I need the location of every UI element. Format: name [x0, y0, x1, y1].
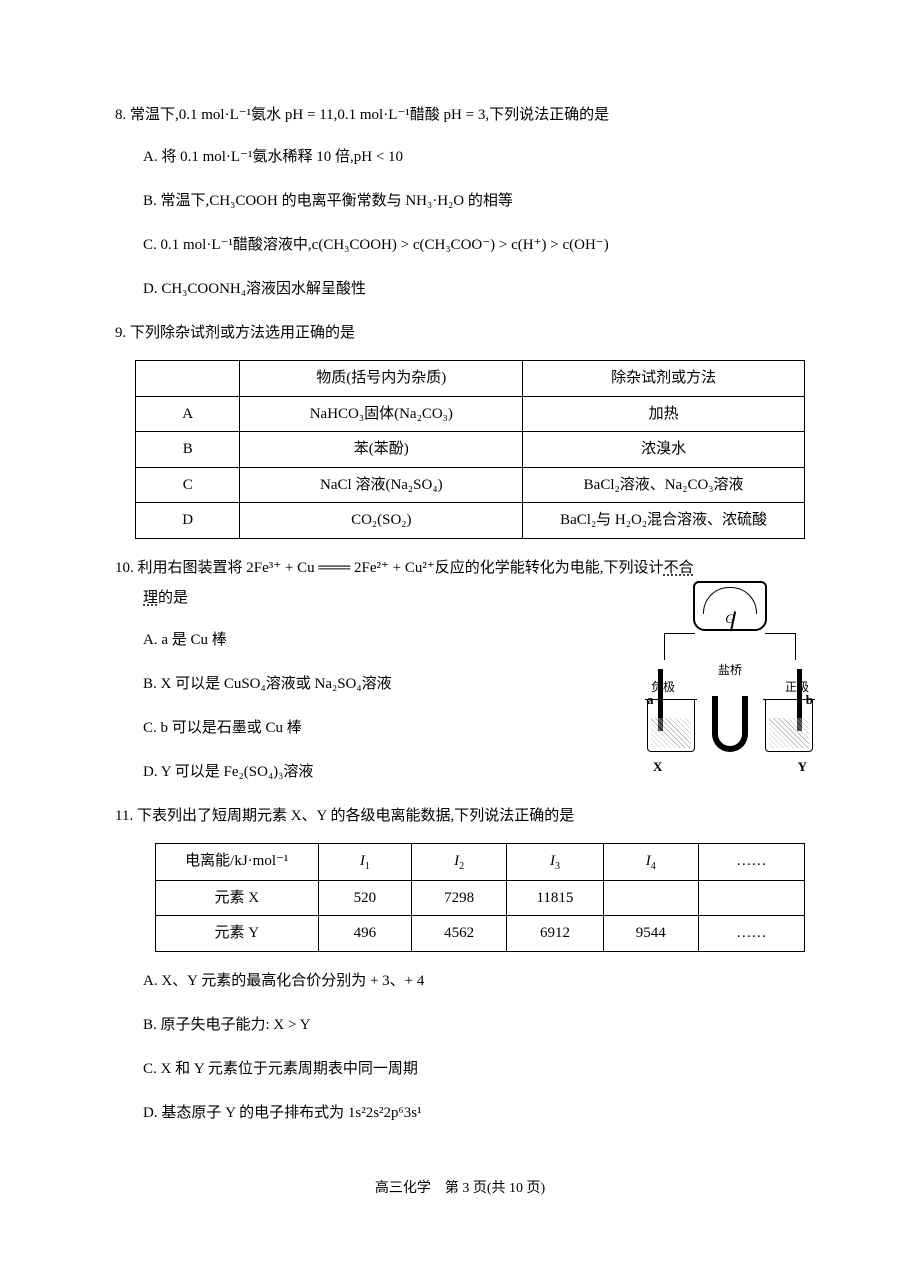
table-row: CNaCl 溶液(Na₂SO₄)BaCl₂溶液、Na₂CO₃溶液 [136, 467, 805, 503]
question-10: 10. 利用右图装置将 2Fe³⁺ + Cu ═══ 2Fe²⁺ + Cu²⁺反… [115, 553, 805, 787]
q8-option-d: D. CH₃COONH₄溶液因水解呈酸性 [143, 274, 805, 304]
table-row: DCO₂(SO₂)BaCl₂与 H₂O₂混合溶液、浓硫酸 [136, 503, 805, 539]
q10-stem-dotted-1: 不合 [664, 560, 694, 576]
q8-option-c: C. 0.1 mol·L⁻¹醋酸溶液中,c(CH₃COOH) > c(CH₃CO… [143, 230, 805, 260]
q10-stem-dotted-2: 理 [143, 590, 158, 606]
q11-stem: 11. 下表列出了短周期元素 X、Y 的各级电离能数据,下列说法正确的是 [115, 801, 805, 831]
beaker-left [647, 699, 695, 752]
question-8: 8. 常温下,0.1 mol·L⁻¹氨水 pH = 11,0.1 mol·L⁻¹… [115, 100, 805, 304]
table-header: I2 [412, 843, 507, 880]
table-cell [698, 880, 804, 916]
q8-option-b: B. 常温下,CH₃COOH 的电离平衡常数与 NH₃·H₂O 的相等 [143, 186, 805, 216]
table-cell [603, 880, 698, 916]
table-cell: 9544 [603, 916, 698, 952]
label-y: Y [798, 757, 807, 777]
table-cell: B [136, 432, 240, 468]
table-cell: BaCl₂与 H₂O₂混合溶液、浓硫酸 [523, 503, 805, 539]
table-cell: NaCl 溶液(Na₂SO₄) [240, 467, 523, 503]
table-cell: C [136, 467, 240, 503]
page-footer: 高三化学 第 3 页(共 10 页) [115, 1178, 805, 1199]
table-cell: 4562 [412, 916, 507, 952]
table-cell: 苯(苯酚) [240, 432, 523, 468]
q10-stem-rest: 的是 [158, 590, 188, 606]
q9-table: 物质(括号内为杂质)除杂试剂或方法ANaHCO₃固体(Na₂CO₃)加热B苯(苯… [135, 360, 805, 539]
label-x: X [653, 757, 662, 777]
table-row: ANaHCO₃固体(Na₂CO₃)加热 [136, 396, 805, 432]
table-cell: 11815 [507, 880, 604, 916]
q11-option-c: C. X 和 Y 元素位于元素周期表中同一周期 [143, 1054, 805, 1084]
q8-option-a: A. 将 0.1 mol·L⁻¹氨水稀释 10 倍,pH < 10 [143, 142, 805, 172]
q11-table: 电离能/kJ·mol⁻¹I1I2I3I4……元素 X520729811815元素… [155, 843, 805, 952]
table-cell: CO₂(SO₂) [240, 503, 523, 539]
q11-option-d: D. 基态原子 Y 的电子排布式为 1s²2s²2p⁶3s¹ [143, 1098, 805, 1128]
table-header: 除杂试剂或方法 [523, 361, 805, 397]
galvanometer-icon: G [693, 581, 767, 631]
table-cell: 7298 [412, 880, 507, 916]
negative-electrode-label: 负极 [651, 678, 675, 696]
table-cell: 6912 [507, 916, 604, 952]
table-row: 元素 X520729811815 [156, 880, 805, 916]
table-cell: 加热 [523, 396, 805, 432]
table-header: I3 [507, 843, 604, 880]
table-cell: 浓溴水 [523, 432, 805, 468]
table-header: 电离能/kJ·mol⁻¹ [156, 843, 319, 880]
table-row: 元素 Y496456269129544…… [156, 916, 805, 952]
q10-stem-prefix: 10. 利用右图装置将 2Fe³⁺ + Cu ═══ 2Fe²⁺ + Cu²⁺反… [115, 560, 664, 576]
table-cell: NaHCO₃固体(Na₂CO₃) [240, 396, 523, 432]
table-cell: 496 [318, 916, 412, 952]
galvanometer-label: G [695, 609, 765, 629]
q11-option-a: A. X、Y 元素的最高化合价分别为 + 3、+ 4 [143, 966, 805, 996]
table-cell: 520 [318, 880, 412, 916]
table-header: I1 [318, 843, 412, 880]
table-header [136, 361, 240, 397]
salt-bridge-label: 盐桥 [645, 661, 815, 679]
table-cell: 元素 Y [156, 916, 319, 952]
q8-stem: 8. 常温下,0.1 mol·L⁻¹氨水 pH = 11,0.1 mol·L⁻¹… [115, 100, 805, 130]
table-cell: D [136, 503, 240, 539]
table-cell: A [136, 396, 240, 432]
q9-stem: 9. 下列除杂试剂或方法选用正确的是 [115, 318, 805, 348]
question-9: 9. 下列除杂试剂或方法选用正确的是 物质(括号内为杂质)除杂试剂或方法ANaH… [115, 318, 805, 539]
table-header: …… [698, 843, 804, 880]
table-cell: …… [698, 916, 804, 952]
table-row: B苯(苯酚)浓溴水 [136, 432, 805, 468]
beaker-right [765, 699, 813, 752]
q11-option-b: B. 原子失电子能力: X > Y [143, 1010, 805, 1040]
q10-figure: G 盐桥 负极 正极 [645, 581, 815, 777]
u-tube-bridge [708, 696, 752, 752]
table-header: 物质(括号内为杂质) [240, 361, 523, 397]
table-cell: 元素 X [156, 880, 319, 916]
table-header: I4 [603, 843, 698, 880]
table-cell: BaCl₂溶液、Na₂CO₃溶液 [523, 467, 805, 503]
question-11: 11. 下表列出了短周期元素 X、Y 的各级电离能数据,下列说法正确的是 电离能… [115, 801, 805, 1128]
